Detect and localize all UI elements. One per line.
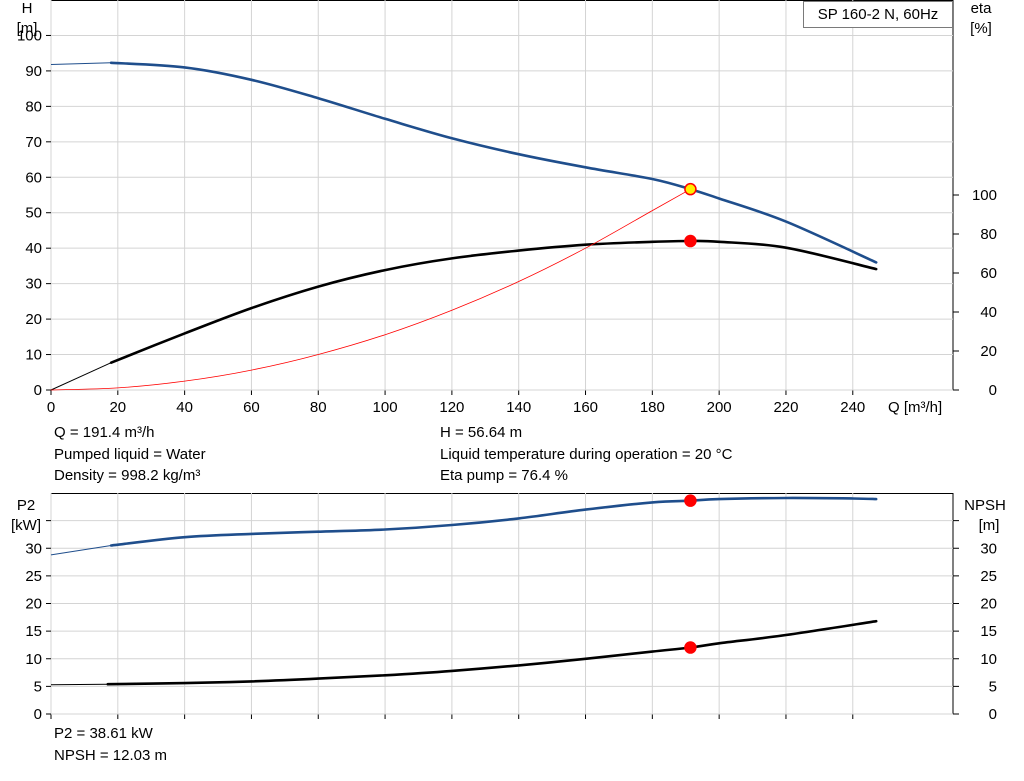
y-tick-label: 25 [25,568,42,585]
y-tick-label: 60 [25,169,42,186]
duty-point-marker [684,234,697,248]
y-axis-unit: [kW] [11,517,41,534]
y-tick-label: 30 [25,540,42,557]
y-tick-label: 10 [25,651,42,668]
npsh-readout: NPSH = 12.03 m [54,747,167,764]
y-tick-label: 15 [25,623,42,640]
y2-tick-label: 60 [980,265,997,282]
y2-tick-label: 0 [989,706,997,723]
y-tick-label: 0 [34,382,42,399]
pumped-liquid-readout: Pumped liquid = Water [54,446,206,463]
y2-axis-unit: [m] [979,517,1000,534]
series-2-line [106,619,878,686]
y-tick-label: 70 [25,134,42,151]
x-tick-label: 100 [373,399,398,416]
y2-tick-label: 30 [980,540,997,557]
series-2-extension [50,362,112,391]
x-tick-label: 120 [439,399,464,416]
y2-tick-label: 10 [980,651,997,668]
duty-point-marker [684,494,697,507]
series-2-line [109,239,878,364]
y2-tick-label: 25 [980,568,997,585]
y2-axis-title: eta [971,0,993,17]
x-tick-label: 0 [47,399,55,416]
y-tick-label: 5 [34,678,42,695]
y-tick-label: 20 [25,311,42,328]
pump-model-label: SP 160-2 N, 60Hz [803,1,953,28]
y-tick-label: 50 [25,205,42,222]
x-tick-label: 20 [109,399,126,416]
y2-tick-label: 80 [980,226,997,243]
y2-tick-label: 20 [980,596,997,613]
y-tick-label: 90 [25,63,42,80]
temperature-readout: Liquid temperature during operation = 20… [440,446,733,463]
y2-tick-label: 40 [980,304,997,321]
y-tick-label: 0 [34,706,42,723]
x-tick-label: 200 [707,399,732,416]
y-tick-label: 80 [25,98,42,115]
x-tick-label: 160 [573,399,598,416]
y2-axis-unit: [%] [970,20,992,37]
y-tick-label: 100 [17,27,42,44]
y-tick-label: 40 [25,240,42,257]
x-tick-label: 220 [773,399,798,416]
series-2-extension [50,683,108,686]
duty-point-marker [684,182,697,196]
duty-point-marker [684,641,697,654]
p2-readout: P2 = 38.61 kW [54,725,153,742]
series-1-line [109,61,878,264]
series-3-line [50,188,691,391]
y2-axis-title: NPSH [964,497,1006,514]
x-axis-title: Q [m³/h] [888,399,942,416]
y2-tick-label: 100 [972,187,997,204]
y2-tick-label: 5 [989,678,997,695]
plot-area [50,0,954,391]
x-tick-label: 40 [176,399,193,416]
y-tick-label: 20 [25,596,42,613]
x-tick-label: 180 [640,399,665,416]
series-1-extension [50,545,112,556]
y-axis-unit: [m] [17,20,38,37]
y-tick-label: 30 [25,276,42,293]
series-1-line [109,496,878,547]
flow-readout: Q = 191.4 m³/h [54,424,155,441]
y-axis-title: P2 [17,497,35,514]
y-axis-title: H [22,0,33,17]
y-tick-label: 10 [25,347,42,364]
chart-panel-2: 0 5 10 15 20 25 30 0 5 10 15 20 25 30 [25,493,997,723]
y2-tick-label: 0 [989,382,997,399]
x-tick-label: 140 [506,399,531,416]
x-tick-label: 240 [840,399,865,416]
chart-panel-1: 0 20 40 60 80 100 120 140 160 180 200 220 2400102030… [17,0,997,416]
x-tick-label: 80 [310,399,327,416]
series-1-extension [50,62,112,65]
head-readout: H = 56.64 m [440,424,523,441]
eta-readout: Eta pump = 76.4 % [440,467,568,484]
y2-tick-label: 20 [980,343,997,360]
y2-tick-label: 15 [980,623,997,640]
x-tick-label: 60 [243,399,260,416]
density-readout: Density = 998.2 kg/m³ [54,467,201,484]
